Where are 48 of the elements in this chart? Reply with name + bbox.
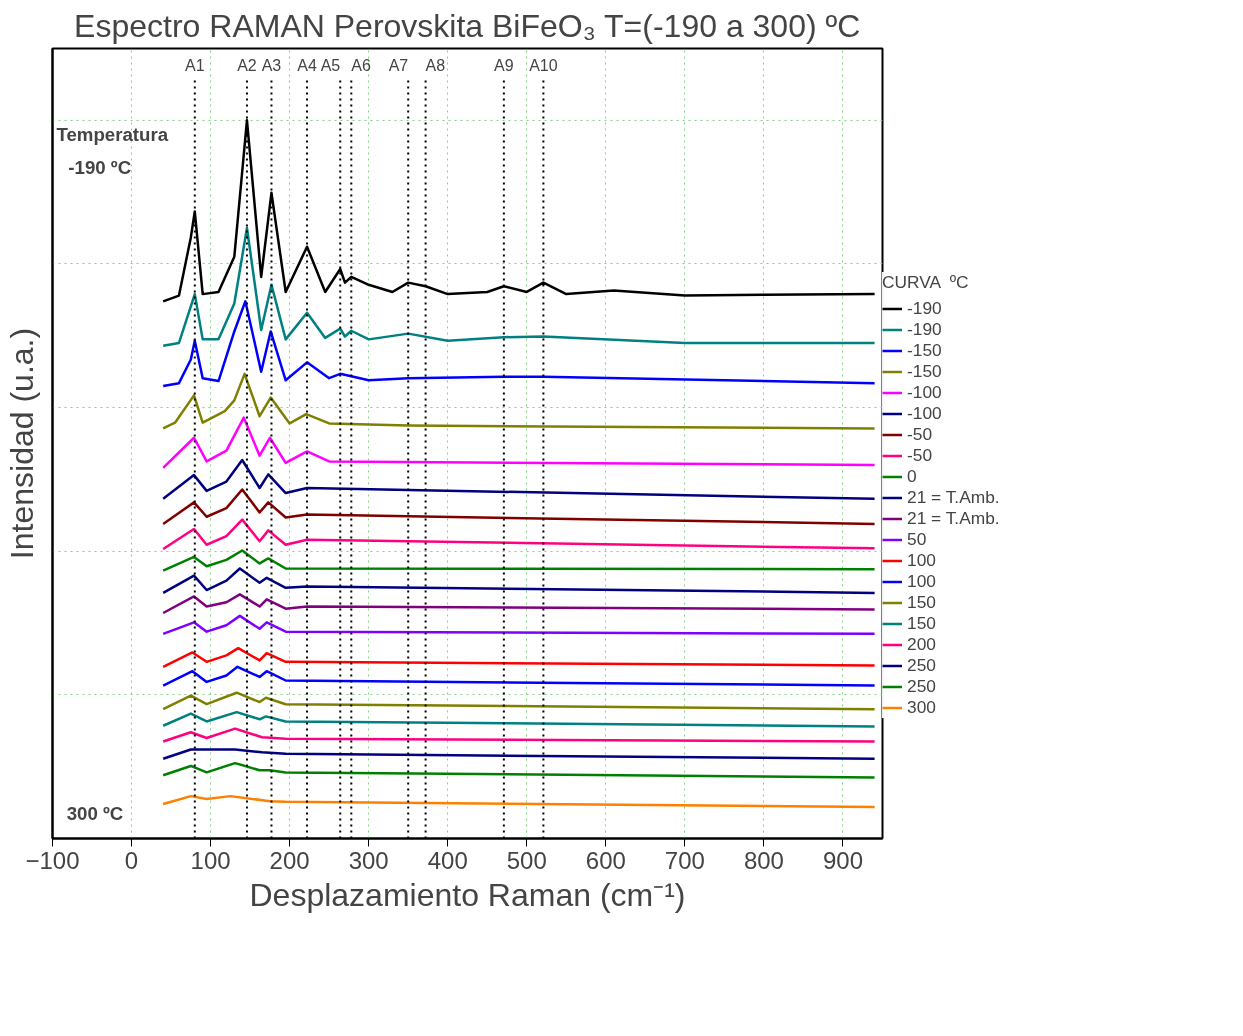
legend-label: 21 = T.Amb.	[907, 487, 1000, 508]
legend-label: -190	[907, 319, 942, 340]
x-tick-label: 400	[427, 846, 468, 874]
annotation: Temperatura	[56, 124, 169, 146]
legend-label: 0	[907, 466, 918, 487]
annotation: 300 ºC	[66, 802, 124, 824]
ref-line-label: A3	[261, 56, 282, 74]
legend-label: -100	[907, 403, 942, 424]
ref-line-label: A6	[351, 56, 371, 74]
legend-label: -150	[907, 340, 942, 361]
ref-line-label: A8	[425, 56, 446, 74]
legend-label: 21 = T.Amb.	[907, 508, 1000, 529]
ref-line-label: A10	[529, 56, 558, 74]
x-tick-label: 900	[822, 846, 863, 874]
legend-label: 50	[907, 529, 927, 550]
legend-label: -150	[907, 361, 942, 382]
x-tick-label: 100	[190, 846, 231, 874]
x-tick-label: 200	[269, 846, 310, 874]
legend-label: 200	[907, 634, 936, 655]
annotation: -190 ºC	[68, 156, 132, 178]
ref-line-label: A9	[494, 56, 514, 74]
chart-title: Espectro RAMAN Perovskita BiFeO₃ T=(-190 a 300) ºC	[74, 7, 861, 44]
ref-line-label: A5	[320, 56, 341, 74]
ref-line-label: A4	[297, 56, 317, 74]
x-tick-label: 500	[506, 846, 547, 874]
ref-line-label: A1	[185, 56, 205, 74]
legend-label: 250	[907, 676, 936, 697]
legend-label: 150	[907, 613, 936, 634]
x-tick-label: 600	[585, 846, 626, 874]
x-tick-label: 800	[743, 846, 784, 874]
legend-label: -190	[907, 298, 942, 319]
x-tick-label: 300	[348, 846, 389, 874]
legend-label: -50	[907, 424, 933, 445]
legend-label: 300	[907, 697, 936, 718]
legend-title: CURVA ºC	[882, 272, 970, 293]
ref-line-label: A2	[237, 56, 257, 74]
legend-label: -50	[907, 445, 933, 466]
x-tick-label: −100	[25, 846, 80, 874]
x-axis-title: Desplazamiento Raman (cm⁻¹)	[249, 876, 686, 913]
ref-line-label: A7	[388, 56, 409, 74]
legend-label: 100	[907, 571, 936, 592]
x-tick-label: 0	[124, 846, 139, 874]
legend-label: 100	[907, 550, 936, 571]
y-axis-title: Intensidad (u.a.)	[3, 327, 40, 560]
x-tick-label: 700	[664, 846, 705, 874]
legend-label: -100	[907, 382, 942, 403]
legend-label: 150	[907, 592, 936, 613]
legend-label: 250	[907, 655, 936, 676]
